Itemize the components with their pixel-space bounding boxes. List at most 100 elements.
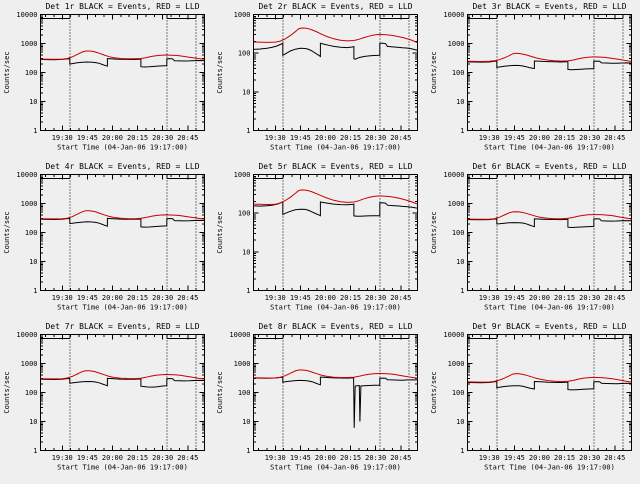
y-axis-label: Counts/sec xyxy=(216,51,224,93)
x-tick-label: 20:00 xyxy=(315,134,336,142)
y-axis-label: Counts/sec xyxy=(3,211,11,253)
y-tick-label: 1000 xyxy=(21,40,38,48)
y-tick-label: 1000 xyxy=(447,200,464,208)
x-tick-label: 20:45 xyxy=(391,294,412,302)
lld-curve xyxy=(253,369,418,379)
y-axis-label: Counts/sec xyxy=(216,371,224,413)
x-tick-label: 20:15 xyxy=(554,294,575,302)
y-axis-label: Counts/sec xyxy=(430,51,438,93)
y-tick-label: 10000 xyxy=(443,331,464,339)
events-curve xyxy=(253,42,418,60)
x-tick-label: 20:45 xyxy=(177,294,198,302)
x-tick-label: 19:45 xyxy=(77,294,98,302)
y-tick-label: 10000 xyxy=(16,11,37,19)
panel-title: Det 3r BLACK = Events, RED = LLD xyxy=(472,2,626,11)
y-tick-label: 1000 xyxy=(21,360,38,368)
x-tick-label: 20:15 xyxy=(127,134,148,142)
x-axis-label: Start Time (04-Jan-06 19:17:00) xyxy=(57,304,188,312)
y-tick-label: 1000 xyxy=(234,11,251,19)
panel-cell-det-5r: 1 10 100 1000 19:30 19:45 20:00 20:15 20:30 20:45… xyxy=(213,160,426,320)
y-tick-label: 1000 xyxy=(234,360,251,368)
x-tick-label: 19:30 xyxy=(265,454,286,462)
lld-curve xyxy=(467,52,632,63)
y-tick-label: 1000 xyxy=(447,40,464,48)
events-curve xyxy=(40,58,205,68)
plot-frame xyxy=(253,334,419,451)
x-tick-label: 19:30 xyxy=(52,454,73,462)
y-tick-label: 1 xyxy=(33,127,37,135)
plot-frame xyxy=(40,174,205,291)
x-tick-label: 19:45 xyxy=(290,454,311,462)
panel-title: Det 1r BLACK = Events, RED = LLD xyxy=(45,2,199,11)
y-tick-label: 1 xyxy=(247,127,251,135)
x-tick-label: 20:30 xyxy=(152,454,173,462)
y-tick-label: 10000 xyxy=(16,331,37,339)
panel-det-7r: 1 10 100 1000 10000 19:30 19:45 20:00 20:15 20:30… xyxy=(3,322,205,472)
lld-curve xyxy=(467,211,632,220)
y-tick-label: 100 xyxy=(238,210,251,218)
y-axis-label: Counts/sec xyxy=(3,371,11,413)
plot-frame xyxy=(466,334,632,451)
lld-curve xyxy=(253,189,419,206)
x-tick-label: 19:30 xyxy=(478,134,499,142)
x-axis-label: Start Time (04-Jan-06 19:17:00) xyxy=(271,304,402,312)
y-tick-label: 100 xyxy=(238,50,251,58)
y-axis-label: Counts/sec xyxy=(216,211,224,253)
x-tick-label: 19:45 xyxy=(503,294,524,302)
x-tick-label: 19:30 xyxy=(478,454,499,462)
x-tick-label: 20:00 xyxy=(102,134,123,142)
events-curve xyxy=(467,218,632,229)
x-tick-label: 20:00 xyxy=(529,134,550,142)
x-tick-label: 20:30 xyxy=(579,134,600,142)
x-tick-label: 20:45 xyxy=(604,294,625,302)
y-tick-label: 1 xyxy=(460,127,464,135)
y-tick-label: 1 xyxy=(460,447,464,455)
x-tick-label: 20:00 xyxy=(102,294,123,302)
lld-curve xyxy=(467,373,632,383)
x-tick-label: 20:45 xyxy=(177,134,198,142)
y-tick-label: 10 xyxy=(242,248,250,256)
y-tick-label: 10000 xyxy=(230,331,251,339)
panel-det-2r: 1 10 100 1000 19:30 19:45 20:00 20:15 20:30 20:45… xyxy=(216,2,419,152)
y-tick-label: 10000 xyxy=(16,171,37,179)
x-tick-label: 20:45 xyxy=(604,134,625,142)
plot-frame xyxy=(253,174,419,291)
panel-det-4r: 1 10 100 1000 10000 19:30 19:45 20:00 20:15 20:30… xyxy=(3,162,205,312)
y-tick-label: 1 xyxy=(247,447,251,455)
x-tick-label: 20:00 xyxy=(529,294,550,302)
plot-frame xyxy=(40,14,205,131)
x-tick-label: 20:45 xyxy=(391,454,412,462)
x-tick-label: 20:15 xyxy=(127,294,148,302)
panel-cell-det-9r: 1 10 100 1000 10000 19:30 19:45 20:00 20:15 20:30… xyxy=(427,320,640,480)
x-tick-label: 20:30 xyxy=(579,454,600,462)
x-axis-label: Start Time (04-Jan-06 19:17:00) xyxy=(57,144,188,152)
y-tick-label: 1 xyxy=(247,287,251,295)
panel-cell-det-6r: 1 10 100 1000 10000 19:30 19:45 20:00 20:15 20:30… xyxy=(427,160,640,320)
x-tick-label: 20:45 xyxy=(604,454,625,462)
x-tick-label: 20:30 xyxy=(365,454,386,462)
y-axis-label: Counts/sec xyxy=(3,51,11,93)
x-tick-label: 19:45 xyxy=(77,454,98,462)
x-tick-label: 20:00 xyxy=(529,454,550,462)
x-tick-label: 20:15 xyxy=(554,454,575,462)
lld-curve xyxy=(40,370,205,380)
events-curve xyxy=(40,217,205,228)
x-tick-label: 19:30 xyxy=(265,134,286,142)
panel-det-8r: 1 10 100 1000 10000 19:30 19:45 20:00 20:15 20:30… xyxy=(216,322,419,472)
y-tick-label: 10 xyxy=(456,418,464,426)
y-tick-label: 10 xyxy=(456,98,464,106)
panel-title: Det 5r BLACK = Events, RED = LLD xyxy=(259,162,413,171)
x-tick-label: 20:15 xyxy=(127,454,148,462)
x-tick-label: 20:15 xyxy=(340,454,361,462)
x-axis-label: Start Time (04-Jan-06 19:17:00) xyxy=(271,144,402,152)
lld-curve xyxy=(40,210,205,220)
x-axis-label: Start Time (04-Jan-06 19:17:00) xyxy=(484,464,615,472)
x-tick-label: 20:00 xyxy=(315,294,336,302)
x-tick-label: 20:15 xyxy=(340,134,361,142)
x-tick-label: 20:30 xyxy=(152,294,173,302)
y-tick-label: 10 xyxy=(29,98,37,106)
y-tick-label: 100 xyxy=(452,229,465,237)
x-tick-label: 19:45 xyxy=(290,294,311,302)
y-tick-label: 1000 xyxy=(21,200,38,208)
events-curve xyxy=(253,376,418,428)
